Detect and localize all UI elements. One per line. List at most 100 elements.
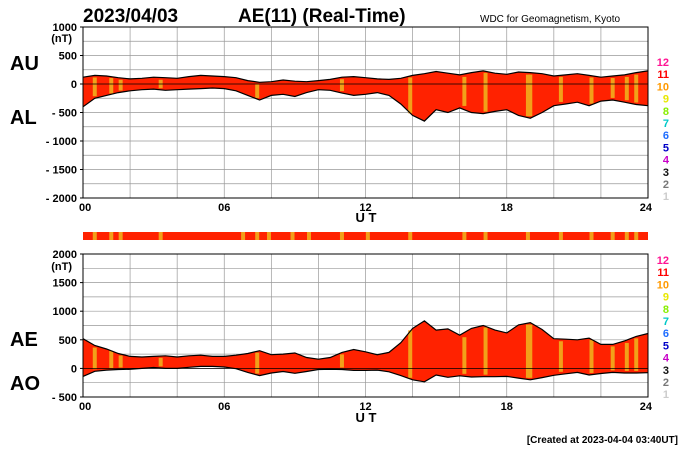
availability-gap xyxy=(525,232,530,240)
legend-station-count: 1 xyxy=(663,191,669,203)
y-tick-label: 500 xyxy=(59,335,77,347)
y-tick-label: - 1000 xyxy=(46,136,77,148)
ae-ao-panel: 2000 1500 1000 500 0 - 500 00 06 12 18 24 (nT) AE… xyxy=(10,249,653,425)
legend-station-count: 9 xyxy=(663,292,669,304)
availability-gap xyxy=(158,232,163,240)
availability-gap xyxy=(558,232,563,240)
x-tick-label: 12 xyxy=(359,202,371,214)
data-gap-stripe xyxy=(92,77,97,97)
availability-gap xyxy=(589,232,594,240)
au-al-xlabel: U T xyxy=(356,210,377,225)
y-tick-label: - 2000 xyxy=(46,193,77,205)
data-gap-stripe xyxy=(558,76,563,102)
y-tick-label: - 500 xyxy=(52,392,77,404)
availability-gap xyxy=(307,232,311,240)
au-al-unit: (nT) xyxy=(51,33,72,45)
al-label: AL xyxy=(10,107,37,129)
legend-station-count: 5 xyxy=(663,340,669,352)
legend-station-count: 7 xyxy=(663,316,669,328)
data-gap-stripe xyxy=(483,327,488,375)
legend-station-count: 5 xyxy=(663,142,669,154)
au-al-panel: 1000 500 0 - 500 - 1000 - 1500 - 2000 00 06 12 18… xyxy=(10,22,653,225)
ae-ao-unit: (nT) xyxy=(51,261,72,273)
source-label: WDC for Geomagnetism, Kyoto xyxy=(480,14,620,25)
legend-station-count: 3 xyxy=(663,365,669,377)
y-tick-label: - 500 xyxy=(52,108,77,120)
legend-station-count: 12 xyxy=(657,57,669,69)
data-gap-stripe xyxy=(339,354,344,368)
availability-gap xyxy=(339,232,344,240)
y-tick-label: 1000 xyxy=(53,22,77,34)
availability-gap xyxy=(408,232,413,240)
x-tick-label: 00 xyxy=(79,401,91,413)
data-gap-stripe xyxy=(483,72,488,112)
legend-station-count: 2 xyxy=(663,179,669,191)
legend-station-count: 1 xyxy=(663,389,669,401)
availability-gap xyxy=(92,232,97,240)
availability-gap xyxy=(634,232,639,240)
legend-station-count: 6 xyxy=(663,130,669,142)
data-gap-stripe xyxy=(408,77,413,114)
data-gap-stripe xyxy=(118,355,123,368)
x-tick-label: 12 xyxy=(359,401,371,413)
data-gap-stripe xyxy=(624,76,629,101)
data-gap-stripe xyxy=(528,324,533,378)
availability-gap xyxy=(365,232,370,240)
data-availability-bar xyxy=(83,232,648,240)
legend-station-count: 6 xyxy=(663,328,669,340)
x-tick-label: 00 xyxy=(79,202,91,214)
data-gap-stripe xyxy=(525,324,530,378)
data-gap-stripe xyxy=(408,330,413,378)
legend-station-count: 8 xyxy=(663,106,669,118)
legend-station-count: 7 xyxy=(663,118,669,130)
data-gap-stripe xyxy=(255,84,260,98)
index-title: AE(11) (Real-Time) xyxy=(238,6,406,27)
ae-series-line xyxy=(82,320,649,360)
date-label: 2023/04/03 xyxy=(83,6,178,27)
data-gap-stripe xyxy=(589,340,594,373)
legend-station-count: 10 xyxy=(657,279,669,291)
legend-station-count: 8 xyxy=(663,304,669,316)
data-gap-stripe xyxy=(109,78,114,94)
availability-gap xyxy=(290,232,295,240)
au-label: AU xyxy=(10,53,39,75)
legend-station-count: 12 xyxy=(657,255,669,267)
data-gap-stripe xyxy=(109,350,114,369)
legend-station-count: 9 xyxy=(663,94,669,106)
data-gap-stripe xyxy=(589,77,594,104)
legend-station-count: 4 xyxy=(663,155,670,167)
y-tick-label: 0 xyxy=(71,363,77,375)
x-tick-label: 18 xyxy=(501,202,513,214)
legend-station-count: 10 xyxy=(657,81,669,93)
data-gap-stripe xyxy=(528,74,533,117)
availability-gap xyxy=(118,232,123,240)
y-tick-label: - 1500 xyxy=(46,165,77,177)
availability-gap xyxy=(241,232,246,240)
y-tick-label: 0 xyxy=(71,79,77,91)
legend-station-count: 2 xyxy=(663,377,669,389)
data-gap-stripe xyxy=(462,76,467,106)
data-gap-stripe xyxy=(255,352,260,374)
availability-gap xyxy=(266,232,271,240)
x-tick-label: 06 xyxy=(218,401,230,413)
availability-gap xyxy=(109,232,114,240)
data-gap-stripe xyxy=(462,337,467,374)
data-gap-stripe xyxy=(610,78,615,98)
data-gap-stripe xyxy=(624,342,629,371)
y-tick-label: 2000 xyxy=(53,249,77,261)
au-al-area xyxy=(83,70,648,122)
x-tick-label: 24 xyxy=(640,202,653,214)
au-series-line xyxy=(82,70,649,83)
data-gap-stripe xyxy=(634,338,639,371)
data-gap-stripe xyxy=(610,346,615,371)
availability-gap xyxy=(610,232,615,240)
al-series-line xyxy=(82,87,649,122)
availability-bar-fill xyxy=(83,232,648,240)
ae-label: AE xyxy=(10,329,38,351)
data-gap-stripe xyxy=(158,357,163,367)
y-tick-label: 1000 xyxy=(53,306,77,318)
legend-station-count: 11 xyxy=(657,69,669,81)
legend-station-count: 3 xyxy=(663,167,669,179)
